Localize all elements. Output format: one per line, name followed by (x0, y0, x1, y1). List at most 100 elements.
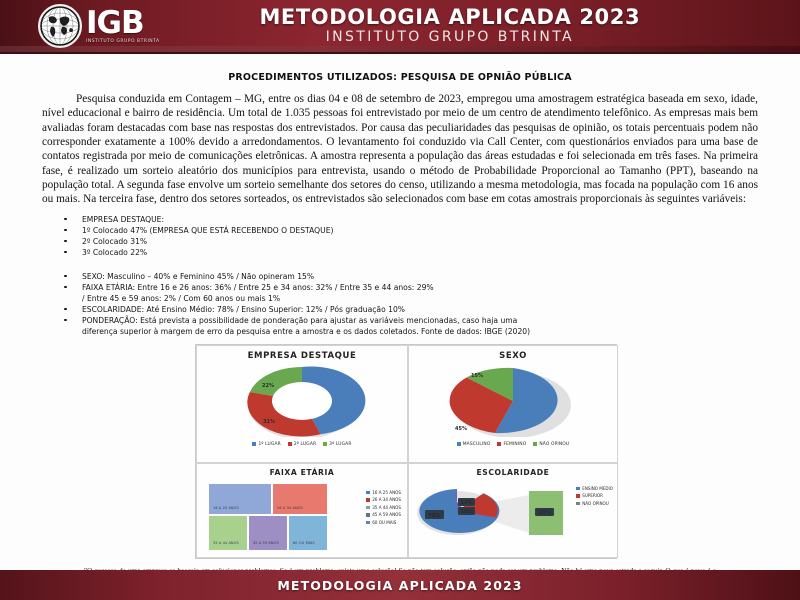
legend-swatch-4 (365, 513, 370, 517)
legend-label: 3º LUGAR (329, 441, 352, 447)
chart-body-empresa: 22% 31% (197, 361, 407, 442)
brand-letters-text: IGB (86, 4, 145, 41)
list-item-sexo: SEXO: Masculino – 40% e Feminino 45% / N… (42, 271, 758, 282)
legend-label: 26 A 34 ANOS (372, 497, 401, 503)
treemap-cell-16-25: 16 A 25 ANOS (209, 483, 272, 515)
legend-item: 60 OU MAIS (365, 519, 401, 525)
treemap-label: 45 A 59 ANOS (252, 541, 279, 546)
legend-swatch-red (575, 494, 580, 498)
legend-label: 45 A 59 ANOS (372, 512, 401, 518)
legend-item: 35 A 44 ANOS (365, 504, 401, 510)
legend-label: 2º LUGAR (293, 441, 317, 447)
treemap-cell-45-59: 45 A 59 ANOS (248, 516, 287, 550)
legend-item: 16 A 25 ANOS (365, 489, 401, 495)
page-footer: METODOLOGIA APLICADA 2023 (0, 570, 800, 600)
pie-label-45: 45% (455, 426, 467, 432)
list-item-faixa-etaria-cont: / Entre 45 e 59 anos: 2% / Com 60 anos o… (82, 293, 281, 303)
header-titles: METODOLOGIA APLICADA 2023 INSTITUTO GRUP… (160, 6, 740, 45)
list-item-ponderacao: PONDERAÇÃO: Está prevista a possibilidad… (42, 315, 758, 326)
brand-logo: IGB INSTITUTO GRUPO BTRINTA (38, 4, 160, 48)
legend-item: SUPERIOR (575, 493, 613, 499)
page-header: IGB INSTITUTO GRUPO BTRINTA METODOLOGIA … (0, 0, 800, 54)
treemap-cell-26-34: 26 A 34 ANOS (273, 483, 327, 515)
chart-title-faixa: FAIXA ETÁRIA (269, 467, 335, 477)
treemap-cell-35-44: 35 A 44 ANOS (209, 516, 247, 550)
legend-item: 2º LUGAR (287, 441, 317, 447)
treemap-cell-60-mais: 60 OU MAIS (288, 516, 327, 550)
legend-item: NÃO OPINOU (575, 500, 613, 506)
legend-item: ENSINO MEDIO (575, 485, 613, 491)
legend-item: NÃO OPINOU (533, 442, 569, 447)
legend-item: 1º LUGAR (252, 441, 281, 447)
chart-sexo: SEXO 15% 45% (408, 344, 618, 463)
brand-logo-subtitle: INSTITUTO GRUPO BTRINTA (86, 38, 160, 44)
pie-label-78: 78% (429, 513, 441, 519)
chart-body-escolaridade: 78% 12% 10% 20% (409, 477, 617, 554)
legend-swatch-red (287, 442, 292, 447)
list-item-ponderacao-cont: diferença superior à margem de erro da p… (82, 326, 531, 336)
list-item: 2º Colocado 31% (42, 236, 758, 247)
list-item: 3º Colocado 22% (42, 247, 758, 258)
list-item: EMPRESA DESTAQUE: (42, 214, 758, 225)
legend-swatch-red (497, 442, 502, 447)
list-item-escolaridade: ESCOLARIDADE: Até Ensino Médio: 78% / En… (42, 304, 758, 315)
legend-swatch-green (533, 442, 538, 447)
treemap-label: 16 A 25 ANOS (213, 505, 239, 510)
legend-swatch-gray (575, 501, 580, 505)
treemap-label: 35 A 44 ANOS (213, 541, 239, 546)
legend-label: SUPERIOR (582, 493, 604, 499)
section-title: PROCEDIMENTOS UTILIZADOS: PESQUISA DE OP… (228, 72, 572, 83)
document-content: PROCEDIMENTOS UTILIZADOS: PESQUISA DE OP… (0, 54, 800, 587)
legend-item: 45 A 59 ANOS (365, 512, 401, 518)
chart-legend-empresa: 1º LUGAR 2º LUGAR 3º LUGAR (197, 442, 407, 447)
legend-swatch-blue (456, 442, 461, 447)
chart-title-empresa: EMPRESA DESTAQUE (247, 350, 357, 361)
header-subtitle: INSTITUTO GRUPO BTRINTA (325, 29, 575, 46)
chart-empresa-destaque: EMPRESA DESTAQUE 22% (196, 344, 408, 463)
donut-label-31: 31% (263, 419, 275, 425)
pie-label-15: 15% (471, 373, 483, 379)
treemap-row-2: 35 A 44 ANOS 45 A 59 ANOS 60 OU MAIS (209, 516, 327, 550)
legend-swatch-blue (575, 486, 580, 490)
legend-label: NÃO OPINOU (539, 441, 570, 447)
legend-item: 3º LUGAR (323, 442, 351, 447)
legend-swatch-blue (252, 442, 257, 447)
chart-title-escolaridade: ESCOLARIDADE (476, 467, 550, 477)
globe-icon (38, 4, 82, 48)
legend-label: MASCULINO (462, 441, 491, 447)
chart-body-sexo: 15% 45% (409, 361, 617, 442)
chart-legend-sexo: MASCULINO FEMININO NÃO OPINOU (409, 442, 617, 447)
secondary-label-20: 20% (539, 510, 551, 516)
legend-swatch-2 (365, 498, 370, 502)
donut-label-22: 22% (262, 383, 274, 389)
chart-legend-escolaridade: ENSINO MEDIO SUPERIOR NÃO OPINOU (575, 485, 613, 506)
legend-swatch-3 (365, 505, 370, 509)
legend-label: 60 OU MAIS (372, 519, 397, 525)
legend-item: 26 A 34 ANOS (365, 497, 401, 503)
chart-title-sexo: SEXO (499, 350, 527, 361)
chart-legend-faixa: 16 A 25 ANOS 26 A 34 ANOS 35 A 44 ANOS 4… (365, 489, 401, 525)
legend-label: ENSINO MEDIO (582, 485, 613, 491)
bullet-list-empresa: EMPRESA DESTAQUE: 1º Colocado 47% (EMPRE… (42, 214, 758, 258)
pie-label-12: 12% (461, 500, 473, 506)
treemap-label: 60 OU MAIS (292, 541, 315, 546)
legend-label: 35 A 44 ANOS (372, 504, 401, 510)
brand-letters: IGB INSTITUTO GRUPO BTRINTA (86, 4, 160, 45)
legend-swatch-green (323, 442, 328, 447)
intro-paragraph: Pesquisa conduzida em Contagem – MG, ent… (42, 93, 758, 206)
legend-label: FEMININO (503, 441, 527, 447)
legend-label: 1º LUGAR (258, 441, 281, 447)
footer-text: METODOLOGIA APLICADA 2023 (277, 577, 523, 593)
charts-grid: EMPRESA DESTAQUE 22% (195, 343, 618, 559)
legend-swatch-5 (365, 520, 370, 524)
pie-label-10: 10% (461, 509, 473, 515)
legend-label: NÃO OPINOU (582, 500, 609, 506)
list-item: 1º Colocado 47% (EMPRESA QUE ESTÁ RECEBE… (42, 225, 758, 236)
bullet-list-variaveis: SEXO: Masculino – 40% e Feminino 45% / N… (42, 271, 758, 337)
legend-item: MASCULINO (456, 441, 491, 447)
chart-escolaridade: ESCOLARIDADE (408, 462, 618, 558)
list-item-faixa-etaria: FAIXA ETÁRIA: Entre 16 e 26 anos: 36% / … (42, 282, 758, 293)
chart-faixa-etaria: FAIXA ETÁRIA 16 A 25 ANOS 26 A 34 ANOS 3… (196, 462, 408, 558)
legend-label: 16 A 25 ANOS (372, 489, 401, 495)
